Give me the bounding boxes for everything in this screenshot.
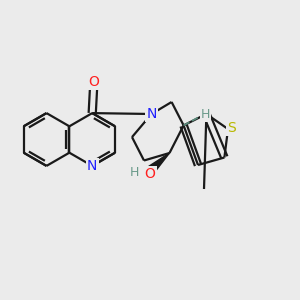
- Polygon shape: [149, 153, 170, 172]
- Text: H: H: [201, 108, 210, 122]
- Text: N: N: [146, 107, 157, 121]
- Text: O: O: [88, 75, 99, 89]
- Text: N: N: [87, 159, 98, 173]
- Text: S: S: [227, 121, 236, 134]
- Text: O: O: [145, 167, 155, 181]
- Text: H: H: [129, 166, 139, 179]
